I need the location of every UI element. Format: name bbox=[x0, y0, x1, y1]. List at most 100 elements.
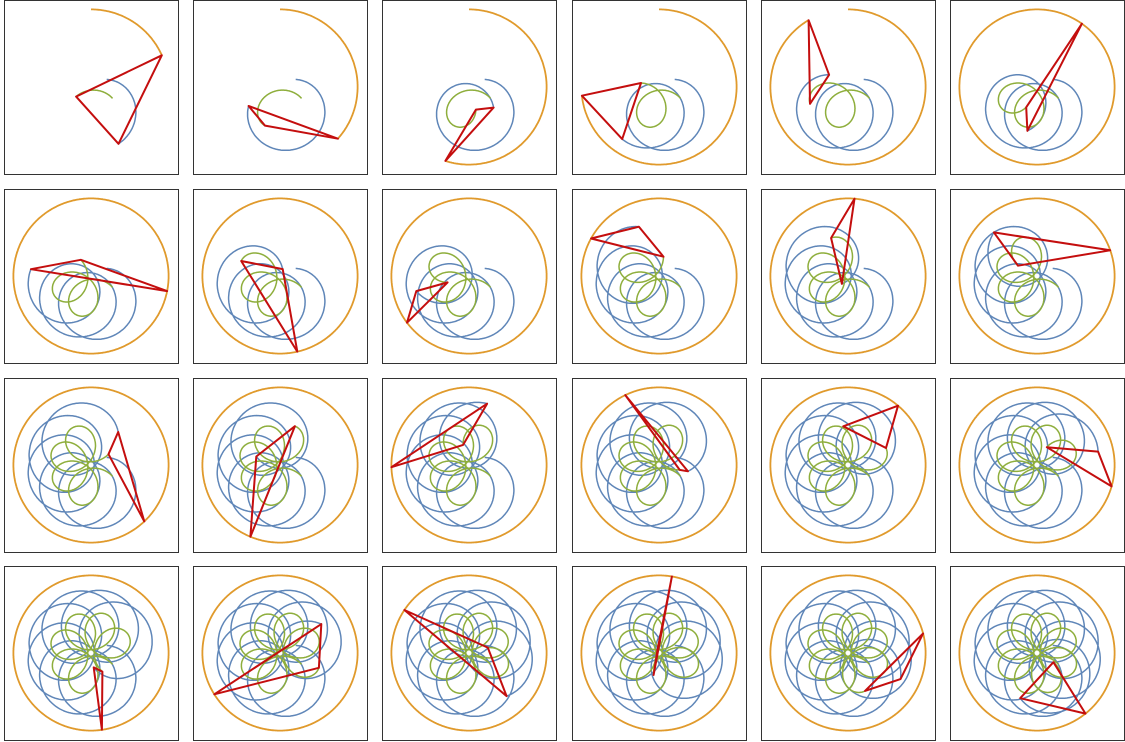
green-curve bbox=[996, 424, 1077, 506]
green-curve bbox=[428, 252, 492, 317]
blue-curve bbox=[405, 589, 533, 718]
frame bbox=[950, 566, 1125, 741]
green-curve bbox=[635, 82, 682, 128]
red-triangle bbox=[652, 575, 673, 676]
orange-curve bbox=[769, 386, 927, 544]
orange-curve bbox=[201, 574, 359, 732]
green-curve bbox=[50, 425, 114, 506]
orange-curve bbox=[390, 197, 548, 355]
orange-curve bbox=[958, 386, 1116, 544]
green-curve bbox=[445, 89, 492, 128]
blue-curve bbox=[973, 401, 1099, 530]
blue-curve bbox=[216, 589, 342, 718]
frame bbox=[572, 0, 747, 175]
orange-curve bbox=[769, 8, 927, 166]
frame bbox=[382, 566, 557, 741]
red-triangle bbox=[992, 231, 1112, 267]
frame-border bbox=[4, 189, 179, 364]
frame bbox=[572, 378, 747, 553]
green-curve bbox=[618, 424, 684, 506]
orange-curve bbox=[769, 197, 927, 355]
blue-curve bbox=[27, 402, 137, 530]
green-curve bbox=[51, 259, 114, 317]
blue-curve bbox=[405, 245, 515, 341]
red-triangle bbox=[444, 106, 495, 162]
blue-curve bbox=[435, 78, 515, 152]
green-curve bbox=[239, 425, 305, 506]
orange-curve bbox=[958, 197, 1116, 355]
frame bbox=[193, 566, 368, 741]
orange-curve bbox=[580, 574, 738, 732]
red-triangle bbox=[842, 404, 899, 449]
frame bbox=[761, 566, 936, 741]
red-triangle bbox=[1025, 22, 1083, 132]
blue-curve bbox=[595, 401, 708, 530]
frame bbox=[4, 566, 179, 741]
red-triangle bbox=[1019, 661, 1087, 715]
red-triangle bbox=[403, 609, 508, 698]
frame bbox=[572, 566, 747, 741]
blue-curve bbox=[106, 78, 137, 145]
frame-border bbox=[4, 0, 179, 175]
orange-curve bbox=[580, 197, 738, 355]
blue-curve bbox=[984, 74, 1083, 152]
orange-curve bbox=[390, 386, 548, 544]
orange-curve bbox=[445, 8, 548, 166]
orange-curve bbox=[769, 574, 927, 732]
blue-curve bbox=[784, 225, 894, 341]
frame bbox=[382, 0, 557, 175]
red-triangle bbox=[580, 82, 642, 141]
green-curve bbox=[618, 612, 700, 694]
frame bbox=[950, 0, 1125, 175]
frame bbox=[761, 378, 936, 553]
green-curve bbox=[428, 424, 494, 506]
red-triangle bbox=[213, 623, 323, 696]
green-curve bbox=[997, 82, 1060, 128]
blue-curve bbox=[973, 225, 1083, 341]
frame bbox=[193, 0, 368, 175]
frame bbox=[950, 378, 1125, 553]
blue-curve bbox=[595, 225, 705, 341]
orange-curve bbox=[12, 574, 170, 732]
blue-curve bbox=[595, 589, 723, 718]
red-triangle bbox=[864, 632, 925, 692]
orange-curve bbox=[12, 386, 170, 544]
green-curve bbox=[996, 236, 1060, 317]
frame bbox=[4, 378, 179, 553]
red-triangle bbox=[624, 394, 689, 473]
frame bbox=[572, 189, 747, 364]
green-curve bbox=[239, 612, 320, 694]
red-triangle bbox=[29, 258, 169, 293]
frame bbox=[4, 189, 179, 364]
green-curve bbox=[240, 252, 303, 317]
blue-curve bbox=[973, 589, 1101, 718]
green-curve bbox=[807, 424, 888, 506]
red-triangle bbox=[830, 197, 856, 285]
blue-curve bbox=[216, 402, 326, 530]
orange-curve bbox=[958, 8, 1116, 166]
red-triangle bbox=[590, 225, 665, 258]
frame bbox=[4, 0, 179, 175]
green-curve bbox=[428, 612, 510, 694]
blue-curve bbox=[795, 74, 894, 152]
orange-curve bbox=[91, 8, 163, 56]
green-curve bbox=[807, 612, 889, 694]
red-triangle bbox=[240, 260, 299, 353]
frame-border bbox=[382, 0, 557, 175]
blue-curve bbox=[27, 589, 153, 718]
green-curve bbox=[618, 252, 682, 317]
frame bbox=[761, 189, 936, 364]
red-triangle bbox=[92, 666, 104, 731]
red-triangle bbox=[107, 431, 146, 523]
blue-curve bbox=[216, 245, 326, 341]
red-triangle bbox=[75, 54, 163, 145]
orange-curve bbox=[958, 574, 1116, 732]
orange-curve bbox=[201, 197, 359, 355]
green-curve bbox=[807, 236, 871, 317]
frame bbox=[382, 189, 557, 364]
orange-curve bbox=[201, 386, 359, 544]
red-triangle bbox=[249, 425, 296, 538]
frame-border bbox=[382, 189, 557, 364]
frame-border bbox=[193, 189, 368, 364]
